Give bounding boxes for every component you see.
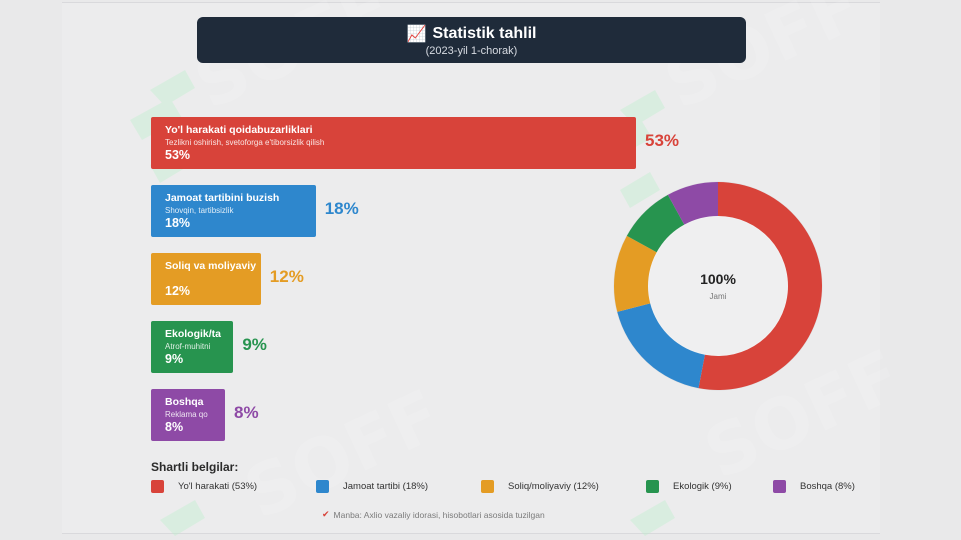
donut-slice-5: [667, 182, 718, 225]
legend-swatch: [773, 480, 786, 493]
legend-swatch: [151, 480, 164, 493]
donut-slice-4: [626, 194, 685, 253]
bar-2: Jamoat tartibini buzish Shovqin, tartibsi…: [151, 185, 316, 237]
legend-item: Ekologik (9%): [646, 480, 732, 493]
bar-label: Soliq va moliyaviy: [165, 260, 257, 272]
bar-value-label: 12%: [165, 284, 191, 298]
donut-slice-1: [698, 182, 822, 390]
chart-header: 📈 Statistik tahlil (2023-yil 1-chorak): [197, 17, 746, 63]
footnote: ✔ Manba: Axlio vazaliy idorasi, hisobotl…: [322, 509, 545, 520]
chart-title-text: Statistik tahlil: [432, 25, 537, 42]
bar-side-value-label: 12%: [269, 267, 304, 286]
bar-side-value-label: 8%: [234, 403, 259, 422]
chart-title: 📈 Statistik tahlil: [197, 24, 746, 44]
bar-4: Ekologik/ta Atrof-muhitni 9%: [151, 321, 234, 373]
legend-swatch: [481, 480, 494, 493]
bar-label: Boshqa: [165, 396, 204, 408]
pushpin-icon: ✔: [322, 509, 330, 519]
legend-swatch: [316, 480, 329, 493]
legend-label: Soliq/moliyaviy (12%): [508, 481, 599, 492]
bar-description: [165, 274, 261, 284]
bar-value-label: 18%: [165, 216, 191, 230]
legend-label: Boshqa (8%): [800, 481, 855, 492]
bar-side-value-label: 18%: [324, 199, 359, 218]
chart-subtitle: (2023-yil 1-chorak): [425, 45, 518, 57]
donut-slice-3: [614, 235, 657, 312]
bar-description: Tezlikni oshirish, svetoforga e'tiborsiz…: [165, 138, 325, 147]
legend-swatch: [646, 480, 659, 493]
bar-label: Yo'l harakati qoidabuzarliklari: [165, 124, 313, 136]
bar-label: Ekologik/ta: [165, 328, 222, 340]
footnote-text: Manba: Axlio vazaliy idorasi, hisobotlar…: [333, 509, 545, 520]
bar-1: Yo'l harakati qoidabuzarliklari Tezlikni …: [151, 117, 636, 169]
legend-item: Jamoat tartibi (18%): [316, 480, 428, 493]
bar-side-value-label: 53%: [645, 131, 680, 150]
bar-description: Atrof-muhitni: [165, 342, 211, 351]
bar-description: Shovqin, tartibsizlik: [165, 206, 234, 215]
bar-value-label: 8%: [165, 420, 184, 434]
chart-increasing-icon: 📈: [406, 26, 427, 43]
bar-value-label: 53%: [165, 148, 191, 162]
legend-title: Shartli belgilar:: [151, 460, 239, 474]
legend-item: Yo'l harakati (53%): [151, 480, 257, 493]
donut-center-value: 100%: [700, 271, 736, 287]
legend-item: Soliq/moliyaviy (12%): [481, 480, 599, 493]
bar-5: Boshqa Reklama qo 8%: [151, 389, 225, 441]
donut-slice-2: [617, 303, 705, 389]
bar-label: Jamoat tartibini buzish: [165, 192, 280, 204]
legend-item: Boshqa (8%): [773, 480, 855, 493]
bar-value-label: 9%: [165, 352, 184, 366]
legend-label: Yo'l harakati (53%): [178, 481, 258, 492]
bar-3: Soliq va moliyaviy 12%: [151, 253, 261, 305]
legend-label: Ekologik (9%): [673, 481, 732, 492]
bar-side-value-label: 9%: [242, 335, 267, 354]
donut-hole: [649, 217, 787, 355]
legend-label: Jamoat tartibi (18%): [343, 481, 429, 492]
donut-chart: 100% Jami: [613, 181, 823, 391]
donut-center-label: Jami: [710, 292, 727, 301]
bar-description: Reklama qo: [165, 410, 208, 419]
